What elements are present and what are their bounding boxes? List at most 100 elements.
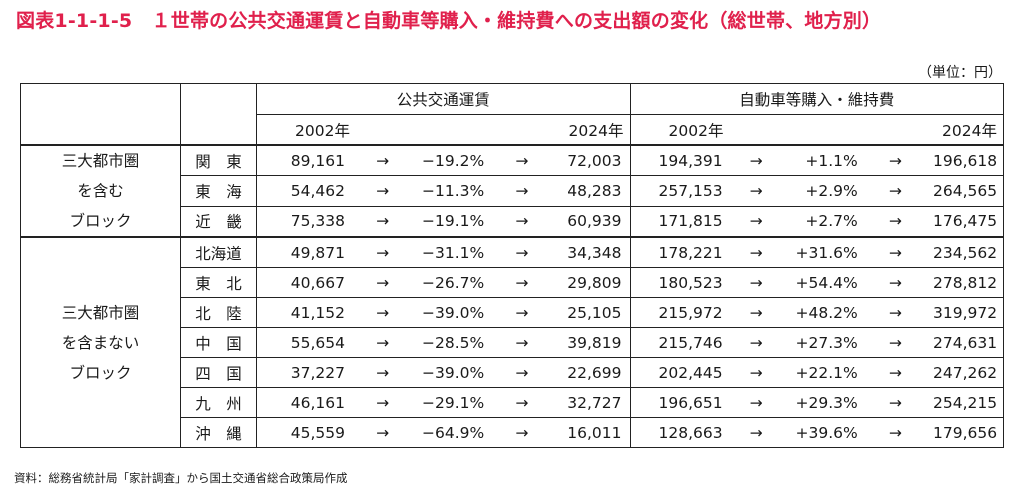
table-row: 近 畿 75,338 → −19.1% → 60,939 171,815 → +2.7% → 176… [21, 205, 1004, 238]
value-2024: 48,283 [567, 181, 622, 200]
arrow-icon: → [376, 273, 390, 292]
change-percent: −19.1% [422, 212, 485, 231]
table-row: 三大都市圏 を含まない ブロック 北海道 49,871 → −31.1% → 34,348 178… [20, 236, 1004, 448]
arrow-icon: → [749, 393, 763, 412]
table-row: 中 国 55,654 → −28.5% → 39,819 215,746 → +27.3% → 27… [21, 327, 1004, 358]
public-transport-cell: 37,227 → −39.0% → 22,699 [256, 357, 631, 388]
arrow-icon: → [749, 423, 763, 442]
change-percent: −19.2% [422, 151, 485, 170]
car-cost-cell: 215,746 → +27.3% → 274,631 [629, 327, 1004, 358]
value-2024: 60,939 [567, 212, 622, 231]
arrow-icon: → [376, 393, 390, 412]
public-transport-cell: 45,559 → −64.9% → 16,011 [256, 417, 631, 448]
value-2002: 54,462 [290, 181, 345, 200]
arrow-icon: → [376, 243, 390, 262]
value-2002: 202,445 [658, 363, 723, 382]
change-percent: −26.7% [422, 273, 485, 292]
car-cost-cell: 196,651 → +29.3% → 254,215 [629, 387, 1004, 418]
public-transport-cell: 46,161 → −29.1% → 32,727 [256, 387, 631, 418]
change-percent: −39.0% [422, 303, 485, 322]
value-2024: 278,812 [933, 273, 998, 292]
car-cost-cell: 215,972 → +48.2% → 319,972 [629, 297, 1004, 328]
arrow-icon: → [888, 423, 902, 442]
table-row: 四 国 37,227 → −39.0% → 22,699 202,445 → +22.1% → 24… [21, 357, 1004, 388]
arrow-icon: → [376, 181, 390, 200]
region-name: 四 国 [180, 357, 257, 388]
value-2024: 196,618 [933, 151, 998, 170]
change-percent: −31.1% [422, 243, 485, 262]
value-2024: 274,631 [933, 333, 998, 352]
value-2024: 22,699 [567, 363, 622, 382]
change-percent: +29.3% [795, 393, 858, 412]
value-2002: 37,227 [290, 363, 345, 382]
car-cost-cell: 128,663 → +39.6% → 179,656 [629, 417, 1004, 448]
arrow-icon: → [515, 423, 529, 442]
value-2024: 32,727 [567, 393, 622, 412]
arrow-icon: → [749, 151, 763, 170]
block-group-line: を含む [77, 182, 124, 200]
value-2002: 89,161 [290, 151, 345, 170]
table-row: 東 北 40,667 → −26.7% → 29,809 180,523 → +54.4% → 27… [21, 267, 1004, 298]
arrow-icon: → [749, 333, 763, 352]
public-transport-cell: 40,667 → −26.7% → 29,809 [256, 267, 631, 298]
block-group-line: を含まない [61, 333, 140, 352]
arrow-icon: → [376, 212, 390, 231]
arrow-icon: → [515, 333, 529, 352]
region-name: 沖 縄 [180, 417, 257, 448]
block-group-line: ブロック [69, 212, 132, 230]
value-2024: 247,262 [933, 363, 998, 382]
value-2002: 55,654 [290, 333, 345, 352]
value-2002: 171,815 [658, 212, 723, 231]
public-transport-cell: 89,161 → −19.2% → 72,003 [256, 144, 631, 177]
value-2024: 319,972 [933, 303, 998, 322]
change-percent: +2.7% [805, 212, 858, 231]
arrow-icon: → [749, 243, 763, 262]
arrow-icon: → [515, 393, 529, 412]
value-2002: 41,152 [290, 303, 345, 322]
table-row: 九 州 46,161 → −29.1% → 32,727 196,651 → +29.3% → 25… [21, 387, 1004, 418]
car-cost-cell: 194,391 → +1.1% → 196,618 [629, 144, 1004, 177]
arrow-icon: → [376, 151, 390, 170]
change-percent: −39.0% [422, 363, 485, 382]
public-transport-cell: 55,654 → −28.5% → 39,819 [256, 327, 631, 358]
value-2002: 257,153 [658, 181, 723, 200]
header-public-transport: 公共交通運賃 [256, 83, 631, 115]
change-percent: +27.3% [795, 333, 858, 352]
year-start-label: 2002年 [668, 121, 724, 140]
arrow-icon: → [515, 181, 529, 200]
value-2024: 264,565 [933, 181, 998, 200]
value-2024: 176,475 [933, 212, 998, 231]
change-percent: −29.1% [422, 393, 485, 412]
value-2002: 178,221 [658, 243, 723, 262]
arrow-icon: → [888, 393, 902, 412]
arrow-icon: → [515, 303, 529, 322]
arrow-icon: → [749, 363, 763, 382]
header-blank-region [180, 83, 257, 146]
value-2024: 25,105 [567, 303, 622, 322]
year-start-label: 2002年 [295, 121, 350, 140]
car-cost-cell: 202,445 → +22.1% → 247,262 [629, 357, 1004, 388]
header-car-cost: 自動車等購入・維持費 [629, 83, 1004, 115]
source-note: 資料：総務省統計局「家計調査」から国土交通省総合政策局作成 [14, 471, 348, 485]
car-cost-cell: 171,815 → +2.7% → 176,475 [629, 205, 1004, 238]
arrow-icon: → [515, 243, 529, 262]
table-row: 東 海 54,462 → −11.3% → 48,283 257,153 → +2.9% → 264… [21, 175, 1004, 207]
value-2024: 16,011 [567, 423, 622, 442]
arrow-icon: → [515, 363, 529, 382]
block-group-label: 三大都市圏 を含む ブロック [20, 144, 181, 238]
block-group-line: 三大都市圏 [61, 303, 140, 322]
public-transport-cell: 41,152 → −39.0% → 25,105 [256, 297, 631, 328]
value-2002: 75,338 [290, 212, 345, 231]
region-name: 近 畿 [180, 205, 257, 238]
value-2002: 40,667 [290, 273, 345, 292]
figure-title: 図表1-1-1-5 １世帯の公共交通運賃と自動車等購入・維持費への支出額の変化（… [16, 10, 882, 32]
header-years-car: 2002年 2024年 [629, 114, 1004, 146]
change-percent: +31.6% [795, 243, 858, 262]
change-percent: −64.9% [422, 423, 485, 442]
table-row: 三大都市圏 を含む ブロック関 東 89,161 → −19.2% → 72,003 194,3… [20, 144, 1004, 238]
expenditure-table: 公共交通運賃 自動車等購入・維持費 2002年 2024年 2002年 2024… [20, 83, 1004, 448]
value-2024: 254,215 [933, 393, 998, 412]
arrow-icon: → [888, 363, 902, 382]
value-2024: 39,819 [567, 333, 622, 352]
arrow-icon: → [376, 423, 390, 442]
